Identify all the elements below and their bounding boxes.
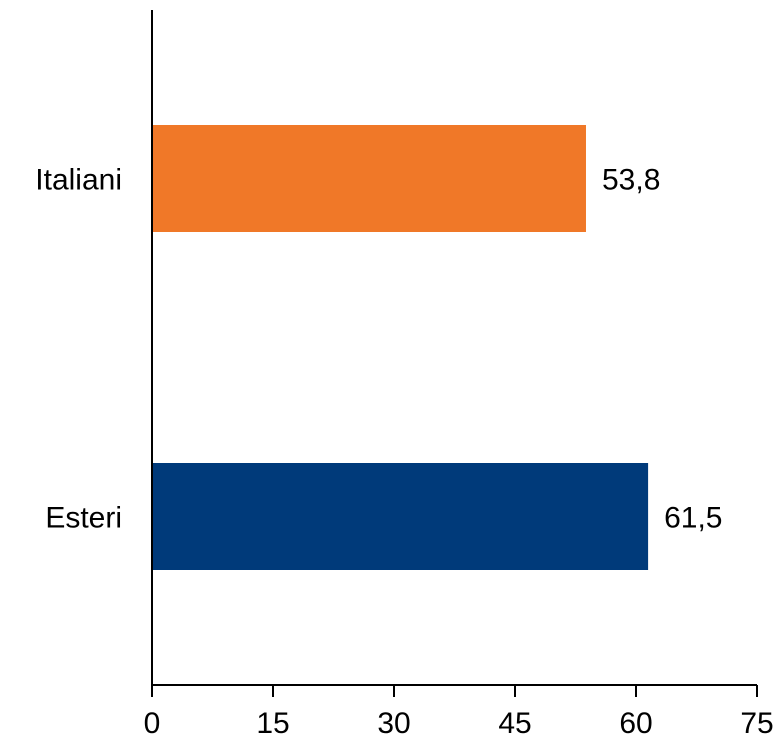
- bar-italiani: [152, 125, 586, 232]
- labels-layer: Italiani 53,8 Esteri 61,5: [35, 164, 722, 535]
- x-ticks-layer: 0 15 30 45 60 75: [144, 685, 774, 740]
- data-label-italiani: 53,8: [602, 164, 660, 197]
- bars-layer: [152, 125, 649, 570]
- x-tick-label-45: 45: [498, 707, 531, 740]
- x-tick-label-75: 75: [740, 707, 773, 740]
- category-label-italiani: Italiani: [35, 164, 122, 197]
- category-label-esteri: Esteri: [45, 502, 122, 535]
- x-tick-label-15: 15: [256, 707, 289, 740]
- x-tick-label-0: 0: [144, 707, 161, 740]
- bar-esteri: [152, 463, 649, 570]
- x-tick-label-30: 30: [377, 707, 410, 740]
- x-tick-label-60: 60: [619, 707, 652, 740]
- data-label-esteri: 61,5: [664, 502, 722, 535]
